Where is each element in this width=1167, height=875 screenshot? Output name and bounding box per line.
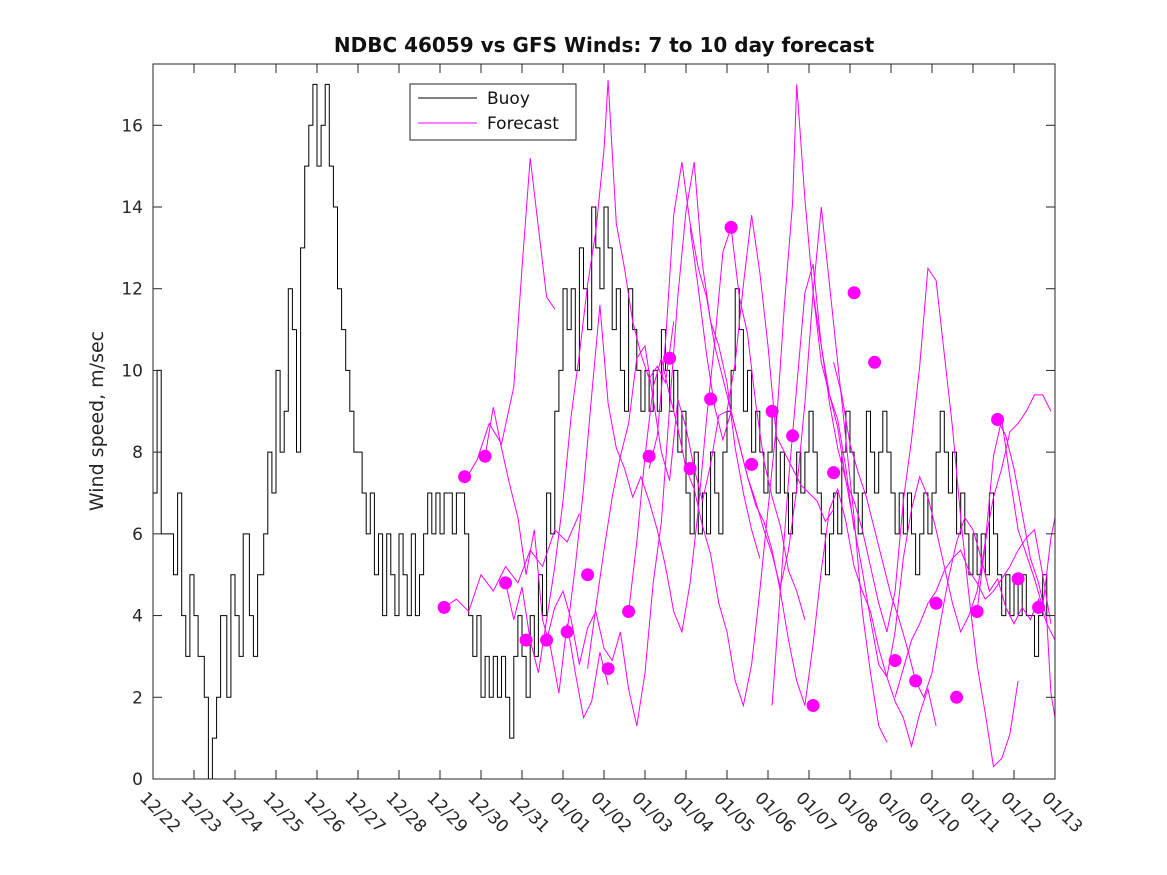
- x-tick-label: 01/07: [791, 788, 840, 837]
- forecast-marker: [519, 633, 533, 647]
- forecast-marker: [437, 600, 451, 614]
- x-tick-label: 01/05: [709, 788, 758, 837]
- forecast-marker: [724, 220, 738, 234]
- buoy-series-line: [153, 83, 1051, 779]
- y-tick-label: 14: [121, 198, 143, 218]
- forecast-marker: [478, 449, 492, 463]
- x-tick-label: 12/22: [135, 788, 184, 837]
- x-tick-label: 01/03: [627, 788, 676, 837]
- forecast-marker: [929, 596, 943, 610]
- forecast-series-line-6: [566, 227, 806, 634]
- forecast-series-line-8: [628, 84, 855, 708]
- forecast-series-line-11: [771, 264, 1019, 768]
- forecast-series-line-12: [812, 292, 1052, 679]
- y-tick-label: 2: [132, 688, 143, 708]
- legend: Buoy Forecast: [409, 83, 577, 141]
- x-tick-label: 01/12: [996, 788, 1045, 837]
- chart-title: NDBC 46059 vs GFS Winds: 7 to 10 day for…: [334, 33, 875, 57]
- y-tick-label: 8: [132, 443, 143, 463]
- forecast-marker: [868, 355, 882, 369]
- forecast-marker: [888, 654, 902, 667]
- y-tick-label: 12: [121, 280, 143, 300]
- forecast-marker: [991, 413, 1005, 426]
- forecast-markers: [437, 220, 1046, 712]
- forecast-marker: [683, 462, 697, 475]
- x-tick-label: 12/23: [176, 788, 225, 837]
- forecast-marker: [540, 633, 554, 647]
- x-tick-label: 01/04: [668, 788, 717, 837]
- forecast-series-line-1: [443, 513, 580, 613]
- forecast-series-line-16: [997, 419, 1055, 718]
- forecast-marker: [827, 466, 841, 480]
- forecast-series-line-13: [833, 362, 1055, 699]
- x-tick-label: 01/08: [832, 788, 881, 837]
- forecast-marker: [560, 625, 574, 639]
- forecast-series-line-14: [894, 528, 1052, 698]
- forecast-series-line-15: [976, 419, 1055, 612]
- series-layer: [153, 80, 1055, 779]
- x-tick-label: 12/29: [422, 788, 471, 837]
- legend-buoy-label: Buoy: [487, 89, 530, 109]
- y-axis-label: Wind speed, m/sec: [86, 331, 108, 511]
- forecast-series-line-2: [464, 157, 556, 481]
- forecast-marker: [970, 605, 984, 618]
- forecast-series-line-5: [546, 162, 761, 727]
- forecast-marker: [909, 674, 923, 688]
- x-tick-label: 01/02: [586, 788, 635, 837]
- forecast-marker: [663, 351, 677, 365]
- forecast-marker: [622, 605, 636, 618]
- x-tick-label: 01/13: [1037, 788, 1086, 837]
- forecast-series-line-4: [505, 80, 675, 673]
- y-tick-label: 4: [132, 607, 143, 627]
- forecast-marker: [806, 699, 820, 712]
- x-tick-label: 12/26: [299, 788, 348, 837]
- x-tick-label: 01/11: [955, 788, 1004, 837]
- x-tick-label: 12/31: [504, 788, 553, 837]
- x-axis: 12/2212/2312/2412/2512/2612/2712/2812/29…: [135, 64, 1086, 837]
- forecast-marker: [847, 286, 861, 300]
- y-axis: 0 2 4 6 8 10 12 14 16: [121, 116, 1055, 790]
- y-tick-label: 10: [121, 361, 143, 381]
- x-tick-label: 12/24: [217, 788, 266, 837]
- forecast-marker: [458, 470, 472, 484]
- x-tick-label: 12/27: [340, 788, 389, 837]
- y-tick-label: 6: [132, 525, 143, 545]
- forecast-marker: [1011, 572, 1025, 586]
- forecast-marker: [704, 392, 718, 406]
- forecast-marker: [950, 690, 964, 704]
- x-tick-label: 12/28: [381, 788, 430, 837]
- forecast-series-line-10: [689, 227, 937, 749]
- y-tick-label: 0: [132, 770, 143, 790]
- forecast-marker: [581, 568, 595, 582]
- forecast-marker: [745, 457, 759, 471]
- legend-box: [409, 83, 577, 141]
- x-tick-label: 01/09: [873, 788, 922, 837]
- forecast-marker: [499, 576, 513, 590]
- forecast-marker: [786, 429, 800, 443]
- forecast-marker: [642, 449, 656, 463]
- forecast-marker: [1032, 600, 1046, 614]
- x-tick-label: 01/10: [914, 788, 963, 837]
- forecast-marker: [601, 662, 615, 676]
- x-tick-label: 12/30: [463, 788, 512, 837]
- forecast-series-line-9: [648, 162, 888, 743]
- forecast-marker: [765, 404, 779, 418]
- y-tick-label: 16: [121, 116, 143, 136]
- legend-forecast-label: Forecast: [487, 114, 559, 134]
- x-tick-label: 01/01: [545, 788, 594, 837]
- forecast-series-line-7: [587, 215, 835, 669]
- x-tick-label: 01/06: [750, 788, 799, 837]
- x-tick-label: 12/25: [258, 788, 307, 837]
